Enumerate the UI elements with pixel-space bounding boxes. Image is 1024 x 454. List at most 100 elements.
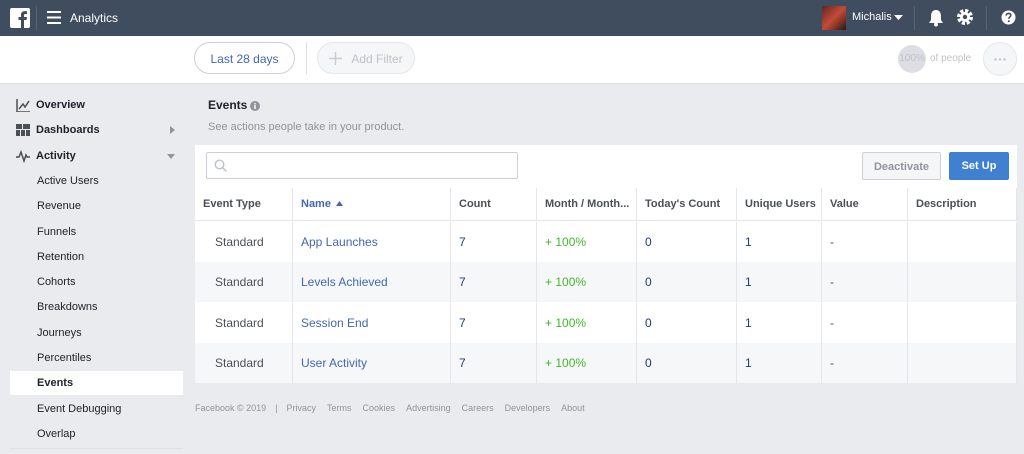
top-bar: Analytics Michalis [0, 0, 1024, 36]
table-cell: 7 [451, 262, 537, 303]
sidebar: Overview Dashboards Activity Active Users Re… [0, 84, 193, 454]
table-cell: + 100% [537, 342, 637, 383]
events-table: Event Type Name Count Month / Month... Today… [195, 188, 1017, 383]
sidebar-item[interactable]: Event Debugging [10, 397, 183, 421]
sidebar-label: Active Users [37, 174, 99, 187]
sidebar-divider [10, 448, 183, 449]
sidebar-item[interactable]: Breakdowns [10, 295, 183, 319]
app-name: Analytics [70, 11, 119, 25]
table-cell: 7 [451, 222, 537, 262]
column-header-label: Today's Count [645, 198, 721, 210]
table-cell: - [822, 342, 908, 383]
table-cell [908, 262, 1017, 303]
events-panel: Deactivate Set Up Event Type Name Count Mon… [195, 145, 1017, 383]
column-header-label: Month / Month... [545, 198, 630, 210]
table-row [195, 342, 1017, 383]
event-name-link[interactable]: Levels Achieved [293, 262, 451, 303]
sidebar-item[interactable]: Overlap [10, 422, 183, 446]
table-cell: + 100% [537, 222, 637, 262]
footer-link[interactable]: About [561, 403, 585, 413]
caret[interactable] [894, 15, 903, 21]
sidebar-label: Cohorts [37, 276, 76, 289]
sidebar-item[interactable]: Events [10, 371, 183, 396]
help-icon[interactable] [1001, 10, 1016, 25]
table-cell: Standard [195, 222, 293, 262]
user-name[interactable]: Michalis [852, 11, 892, 23]
event-name-link[interactable]: Session End [293, 302, 451, 343]
setup-button[interactable]: Set Up [949, 152, 1009, 180]
table-cell: - [822, 302, 908, 343]
add-filter-button[interactable]: Add Filter [317, 42, 415, 74]
table-cell: 1 [737, 262, 822, 303]
footer-link[interactable]: Developers [504, 403, 551, 413]
sidebar-item[interactable]: Cohorts [10, 270, 183, 294]
footer-link[interactable]: Privacy [286, 403, 317, 413]
sidebar-item[interactable]: Journeys [10, 321, 183, 345]
sidebar-label: Overview [36, 99, 85, 111]
column-header[interactable]: Event Type [195, 188, 293, 221]
divider [36, 6, 37, 30]
info-icon[interactable] [250, 101, 260, 111]
search-icon [214, 159, 227, 172]
menu-icon[interactable] [47, 11, 61, 24]
table-cell: - [822, 262, 908, 303]
add-filter-label: Add Filter [351, 52, 403, 66]
sidebar-item[interactable]: Percentiles [10, 346, 183, 370]
notifications-icon[interactable] [928, 9, 944, 27]
footer-link[interactable]: Careers [461, 403, 494, 413]
sidebar-label: Percentiles [37, 352, 92, 364]
avatar[interactable] [822, 6, 846, 30]
event-name-link[interactable]: App Launches [293, 222, 451, 262]
table-cell: - [822, 222, 908, 262]
sidebar-label: Events [37, 377, 74, 390]
column-header[interactable]: Description [908, 188, 1017, 221]
column-header-label: Count [459, 198, 491, 210]
sidebar-item[interactable]: Retention [10, 245, 183, 269]
activity-icon [16, 149, 30, 163]
table-cell: 0 [637, 262, 737, 303]
column-header[interactable]: Count [451, 188, 537, 221]
table-cell: 1 [737, 222, 822, 262]
sidebar-label: Revenue [37, 200, 82, 213]
expand-icon [170, 126, 175, 135]
audience-percent: 100% [898, 45, 926, 73]
date-range-button[interactable]: Last 28 days [194, 42, 295, 74]
table-cell: Standard [195, 342, 293, 383]
sidebar-label: Breakdowns [37, 301, 98, 314]
column-header[interactable]: Unique Users [737, 188, 822, 221]
sidebar-label: Retention [37, 250, 85, 263]
search-input[interactable] [206, 152, 518, 179]
table-cell: + 100% [537, 302, 637, 343]
sidebar-item[interactable]: Activity [10, 144, 183, 168]
sidebar-label: Journeys [37, 326, 82, 339]
sidebar-item[interactable]: Revenue [10, 194, 183, 218]
footer-link[interactable]: Advertising [406, 403, 451, 413]
event-name-link[interactable]: User Activity [293, 342, 451, 383]
sidebar-item[interactable]: Active Users [10, 169, 183, 193]
column-header[interactable]: Today's Count [637, 188, 737, 221]
settings-icon[interactable] [956, 8, 974, 26]
divider [914, 6, 915, 30]
filter-bar: Last 28 days Add Filter 100% of people [0, 36, 1024, 84]
sidebar-item[interactable]: Dashboards [10, 118, 183, 142]
sidebar-label: Funnels [37, 225, 77, 238]
table-cell: 7 [451, 342, 537, 383]
sidebar-label: Overlap [37, 427, 76, 440]
footer-link[interactable]: Terms [327, 403, 352, 413]
column-header[interactable]: Month / Month... [537, 188, 637, 221]
facebook-logo[interactable] [10, 8, 30, 28]
sidebar-item[interactable]: Overview [10, 93, 183, 117]
more-button[interactable] [983, 42, 1017, 76]
sidebar-item[interactable]: Funnels [10, 220, 183, 244]
page-title: Events [208, 98, 248, 112]
footer-link[interactable]: Cookies [362, 403, 396, 413]
table-cell [908, 222, 1017, 262]
column-header[interactable]: Value [822, 188, 908, 221]
table-cell: 0 [637, 342, 737, 383]
copyright: Facebook © 2019 [195, 403, 267, 413]
sidebar-label: Event Debugging [37, 402, 122, 415]
column-header[interactable]: Name [293, 188, 451, 221]
deactivate-button[interactable]: Deactivate [862, 152, 941, 180]
table-cell: 7 [451, 302, 537, 343]
footer-separator: | [275, 403, 278, 413]
